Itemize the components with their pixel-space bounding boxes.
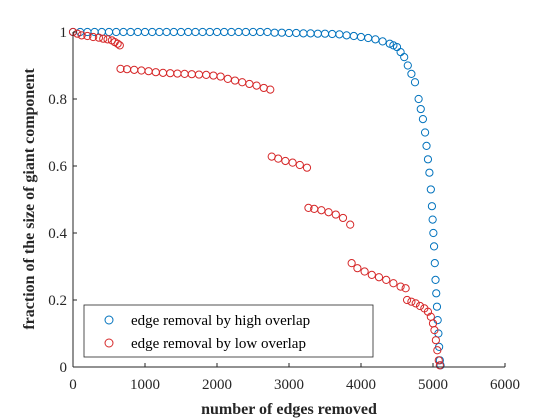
data-point-low-overlap <box>317 206 326 215</box>
data-point-high-overlap <box>410 78 420 87</box>
data-point-high-overlap <box>418 115 428 124</box>
data-point-low-overlap <box>360 267 369 276</box>
data-point-low-overlap <box>353 264 362 273</box>
data-point-low-overlap <box>423 307 433 316</box>
data-point-low-overlap <box>338 213 348 223</box>
data-point-low-overlap <box>382 275 391 284</box>
data-point-low-overlap <box>77 31 86 40</box>
data-point-low-overlap <box>411 299 420 308</box>
x-tick-label: 6000 <box>490 377 520 393</box>
data-point-low-overlap <box>346 220 355 229</box>
legend-label-high-overlap: edge removal by high overlap <box>131 313 310 329</box>
data-point-low-overlap <box>367 270 376 279</box>
data-point-high-overlap <box>432 289 441 298</box>
data-point-high-overlap <box>430 259 439 268</box>
data-point-high-overlap <box>425 168 434 177</box>
data-point-low-overlap <box>94 33 104 42</box>
data-point-low-overlap <box>435 361 444 370</box>
data-point-low-overlap <box>99 34 108 43</box>
data-point-low-overlap <box>113 39 122 48</box>
x-tick-label: 0 <box>69 377 77 393</box>
data-point-high-overlap <box>414 94 423 104</box>
data-point-high-overlap <box>423 155 433 164</box>
y-tick-label: 0.8 <box>48 92 67 108</box>
data-point-high-overlap <box>432 302 442 311</box>
x-tick-label: 1000 <box>130 377 160 393</box>
data-point-high-overlap <box>422 141 431 150</box>
legend-marker-high-overlap <box>104 315 114 325</box>
series-low-overlap <box>68 27 444 370</box>
data-point-low-overlap <box>103 35 112 44</box>
y-tick-label: 1 <box>60 25 68 41</box>
data-point-low-overlap <box>274 154 283 163</box>
data-point-low-overlap <box>434 356 443 365</box>
data-point-low-overlap <box>374 273 384 282</box>
data-point-high-overlap <box>407 69 416 78</box>
data-point-low-overlap <box>304 203 313 212</box>
y-tick-label: 0.6 <box>48 159 67 175</box>
data-point-low-overlap <box>83 31 92 41</box>
data-point-low-overlap <box>266 85 275 94</box>
x-tick-label: 3000 <box>274 377 304 393</box>
y-tick-label: 0.4 <box>48 226 67 242</box>
data-point-high-overlap <box>427 202 437 211</box>
data-point-low-overlap <box>402 295 412 305</box>
data-point-low-overlap <box>252 81 261 90</box>
data-point-low-overlap <box>116 64 125 73</box>
x-tick-label: 4000 <box>346 377 376 393</box>
data-point-high-overlap <box>400 53 409 62</box>
data-point-low-overlap <box>430 326 439 335</box>
data-point-high-overlap <box>378 37 387 46</box>
data-point-low-overlap <box>216 72 225 81</box>
series-layer <box>68 27 445 370</box>
data-point-low-overlap <box>389 279 398 288</box>
x-tick-label: 5000 <box>418 377 448 393</box>
data-point-high-overlap <box>429 228 438 238</box>
data-point-low-overlap <box>433 346 442 355</box>
data-point-high-overlap <box>429 242 439 251</box>
data-point-low-overlap <box>347 259 356 268</box>
legend-box <box>83 304 374 358</box>
data-point-low-overlap <box>89 32 98 42</box>
data-point-low-overlap <box>288 158 297 167</box>
data-point-high-overlap <box>428 215 437 224</box>
legend-label-low-overlap: edge removal by low overlap <box>131 336 306 352</box>
series-high-overlap <box>68 27 445 370</box>
x-axis-label: number of edges removed <box>201 401 377 418</box>
data-point-low-overlap <box>396 282 405 291</box>
data-point-high-overlap <box>431 275 440 284</box>
data-point-low-overlap <box>302 163 312 172</box>
data-point-low-overlap <box>115 41 124 50</box>
data-point-low-overlap <box>324 208 333 217</box>
data-point-high-overlap <box>371 35 380 44</box>
legend-marker-low-overlap <box>104 338 114 348</box>
y-tick-label: 0 <box>60 360 68 376</box>
legend: edge removal by high overlap edge remova… <box>83 304 374 358</box>
data-point-high-overlap <box>426 185 435 194</box>
data-point-low-overlap <box>407 297 416 306</box>
data-point-high-overlap <box>403 61 412 70</box>
ticks-layer: 0 1000 2000 3000 4000 5000 6000 0 0.2 0.4 0.6 0.8 1 <box>48 25 520 393</box>
data-point-low-overlap <box>431 336 440 345</box>
data-point-low-overlap <box>295 160 304 170</box>
data-point-high-overlap <box>416 104 425 114</box>
data-point-high-overlap <box>420 128 430 137</box>
data-point-low-overlap <box>73 29 82 38</box>
data-point-low-overlap <box>415 301 425 311</box>
y-tick-label: 0.2 <box>48 293 67 309</box>
x-tick-label: 2000 <box>202 377 232 393</box>
data-point-low-overlap <box>401 284 410 293</box>
data-point-low-overlap <box>331 210 340 219</box>
y-axis-label: fraction of the size of giant component <box>21 68 38 330</box>
